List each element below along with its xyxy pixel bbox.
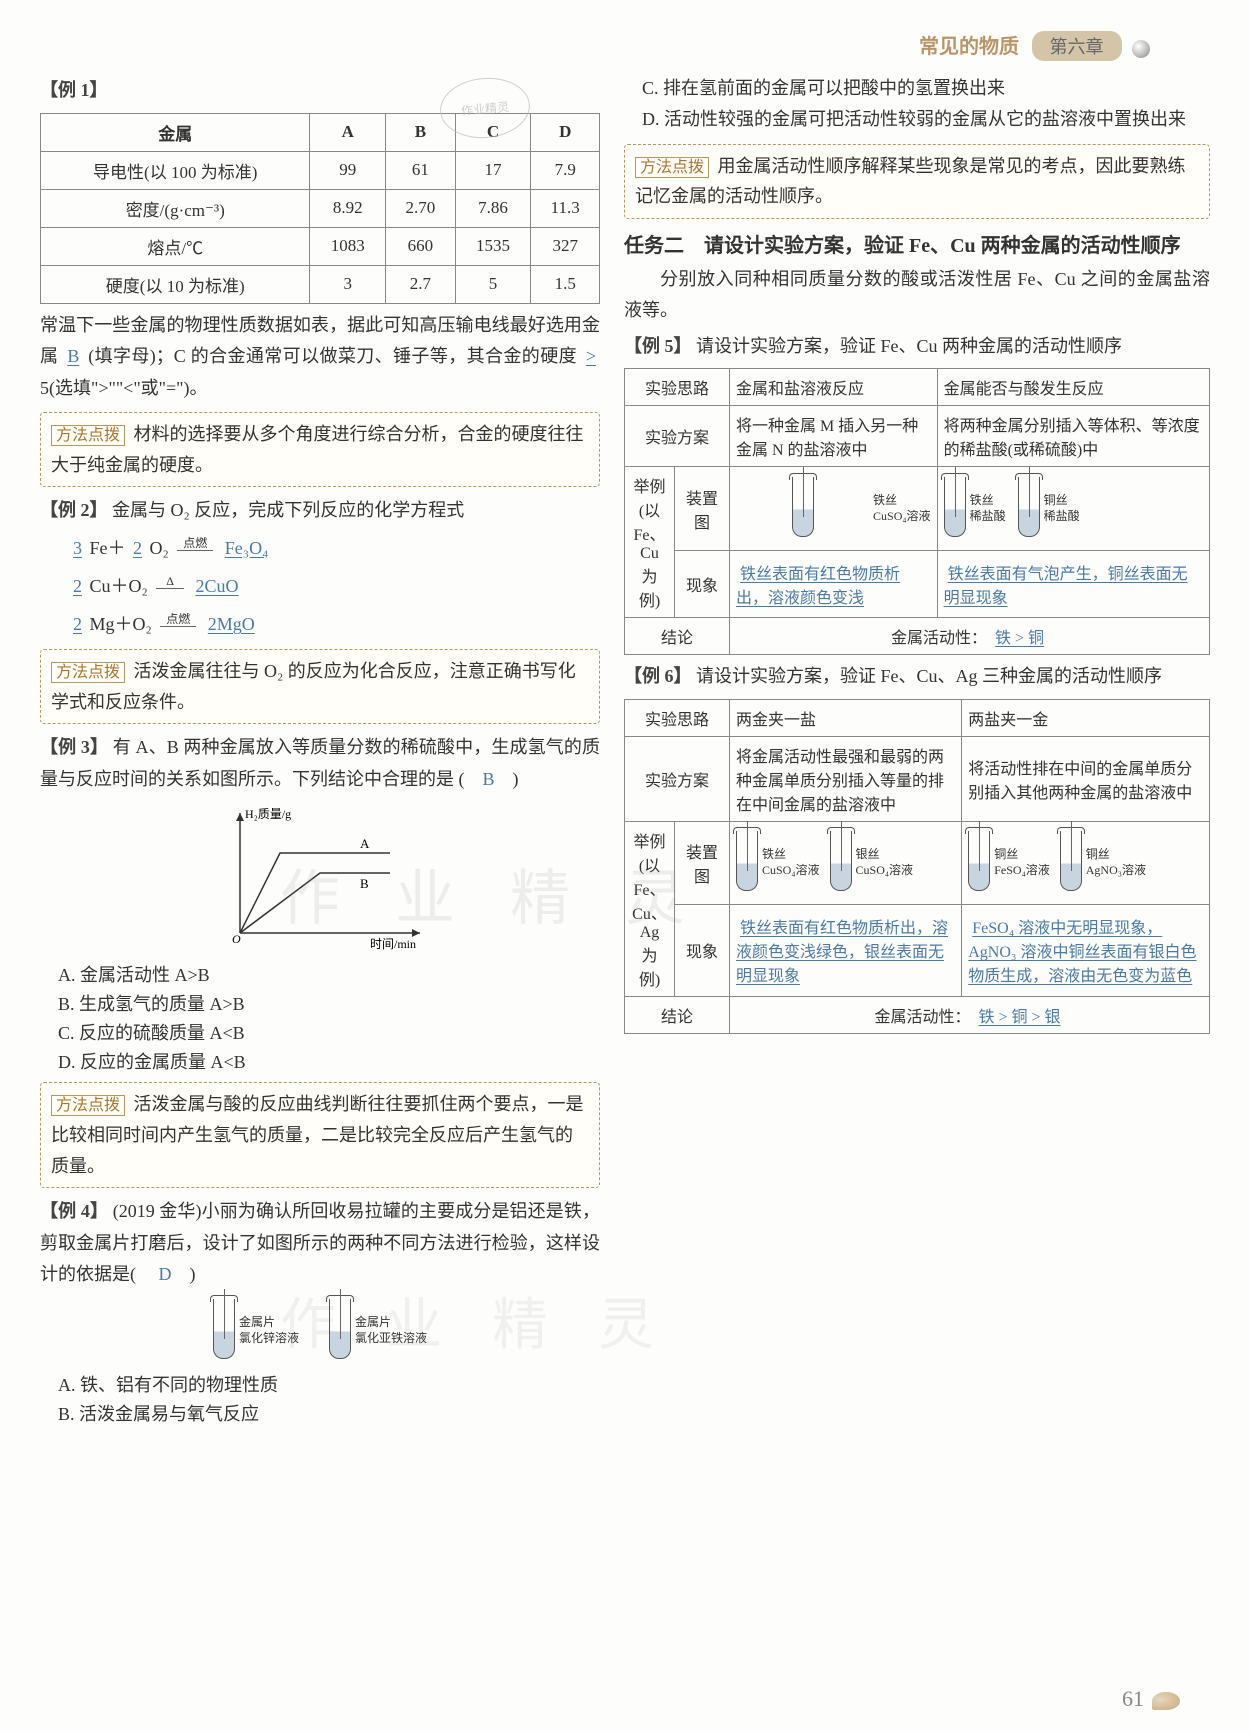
svg-text:时间/min: 时间/min <box>370 937 416 951</box>
ex5-intro: 请设计实验方案，验证 Fe、Cu 两种金属的活动性顺序 <box>696 336 1122 356</box>
page-header: 常见的物质 第六章 <box>40 30 1210 61</box>
ex3-tip: 方法点拨 活泼金属与酸的反应曲线判断往往要抓住两个要点，一是比较相同时间内产生氢… <box>40 1082 600 1188</box>
svg-text:B: B <box>360 876 369 891</box>
tube-icon <box>329 1299 351 1359</box>
ex4-tubes: 金属片氯化锌溶液 金属片氯化亚铁溶液 <box>40 1299 600 1363</box>
ex6-table: 实验思路 两金夹一盐 两盐夹一金 实验方案 将金属活动性最强和最弱的两种金属单质… <box>624 699 1210 1034</box>
ex1-col4: D <box>531 113 600 151</box>
ex1-blank2: > <box>582 346 600 366</box>
right-tip: 方法点拨 用金属活动性顺序解释某些现象是常见的考点，因此要熟练记忆金属的活动性顺… <box>624 144 1210 219</box>
ex6-label: 【例 6】 <box>624 666 692 686</box>
svg-text:H₂质量/g: H₂质量/g <box>245 807 291 821</box>
ex2-label: 【例 2】 <box>40 500 108 520</box>
ex4-optC: C. 排在氢前面的金属可以把酸中的氢置换出来 <box>642 74 1210 100</box>
ex4-optB: B. 活泼金属易与氧气反应 <box>58 1400 600 1426</box>
ex3-optA: A. 金属活动性 A>B <box>58 961 600 987</box>
ex4-answer: D <box>159 1264 172 1284</box>
tube-icon <box>213 1299 235 1359</box>
ex1-blank1: B <box>63 346 83 366</box>
ex2-eq1: 3 Fe＋ 2 O₂ 点燃 Fe₃O₄ <box>70 531 600 565</box>
tube-icon <box>792 477 814 537</box>
ex1-tip: 方法点拨 材料的选择要从多个角度进行综合分析，合金的硬度往往大于纯金属的硬度。 <box>40 412 600 487</box>
ex5-table: 实验思路 金属和盐溶液反应 金属能否与酸发生反应 实验方案 将一种金属 M 插入… <box>624 368 1210 655</box>
page-number: 61 <box>1122 1686 1180 1712</box>
ex2-eq3: 2 Mg＋O₂ 点燃 2MgO <box>70 607 600 641</box>
task2-intro: 分别放入同种相同质量分数的酸或活泼性居 Fe、Cu 之间的金属盐溶液等。 <box>624 264 1210 327</box>
ex2-intro: 金属与 O₂ 反应，完成下列反应的化学方程式 <box>112 500 464 520</box>
ex3-intro: 有 A、B 两种金属放入等质量分数的稀硫酸中，生成氢气的质量与反应时间的关系如图… <box>40 737 600 789</box>
ex3-optC: C. 反应的硫酸质量 A<B <box>58 1019 600 1045</box>
ex5-label: 【例 5】 <box>624 336 692 356</box>
ex1-col1: A <box>310 113 386 151</box>
ex4-optD: D. 活动性较强的金属可把活动性较弱的金属从它的盐溶液中置换出来 <box>642 104 1210 136</box>
ex1-label: 【例 1】 <box>40 80 108 100</box>
tube-icon <box>830 831 852 891</box>
ex1-paragraph: 常温下一些金属的物理性质数据如表，据此可知高压输电线最好选用金属 B (填字母)… <box>40 310 600 405</box>
tip-label: 方法点拨 <box>51 425 125 446</box>
ex3-label: 【例 3】 <box>40 737 108 757</box>
header-subject: 常见的物质 <box>919 36 1019 58</box>
ex4-label: 【例 4】 <box>40 1201 108 1221</box>
ex6-intro: 请设计实验方案，验证 Fe、Cu、Ag 三种金属的活动性顺序 <box>696 666 1162 686</box>
ex3-optD: D. 反应的金属质量 A<B <box>58 1048 600 1074</box>
tube-icon <box>944 477 966 537</box>
tube-icon <box>1060 831 1082 891</box>
header-chapter: 第六章 <box>1032 31 1122 61</box>
tube-icon <box>968 831 990 891</box>
ex3-optB: B. 生成氢气的质量 A>B <box>58 990 600 1016</box>
ex2-eq2: 2 Cu＋O₂ Δ 2CuO <box>70 569 600 603</box>
ex2-tip: 方法点拨 活泼金属往往与 O₂ 的反应为化合反应，注意正确书写化学式和反应条件。 <box>40 649 600 724</box>
ex4-intro: (2019 金华)小丽为确认所回收易拉罐的主要成分是铝还是铁，剪取金属片打磨后，… <box>40 1201 600 1284</box>
ex3-graph: H₂质量/g 时间/min O A B <box>210 803 430 953</box>
tube-icon <box>736 831 758 891</box>
task2-title: 任务二 请设计实验方案，验证 Fe、Cu 两种金属的活动性顺序 <box>624 229 1210 258</box>
svg-text:O: O <box>232 932 241 946</box>
tube-icon <box>1018 477 1040 537</box>
ex4-optA: A. 铁、铝有不同的物理性质 <box>58 1371 600 1397</box>
ex1-table: 金属 A B C D 导电性(以 100 为标准)9961177.9 密度/(g… <box>40 113 600 304</box>
header-dot-icon <box>1132 40 1150 58</box>
svg-text:A: A <box>360 836 370 851</box>
ex3-answer: B <box>483 769 495 789</box>
ex1-col0: 金属 <box>41 113 310 151</box>
